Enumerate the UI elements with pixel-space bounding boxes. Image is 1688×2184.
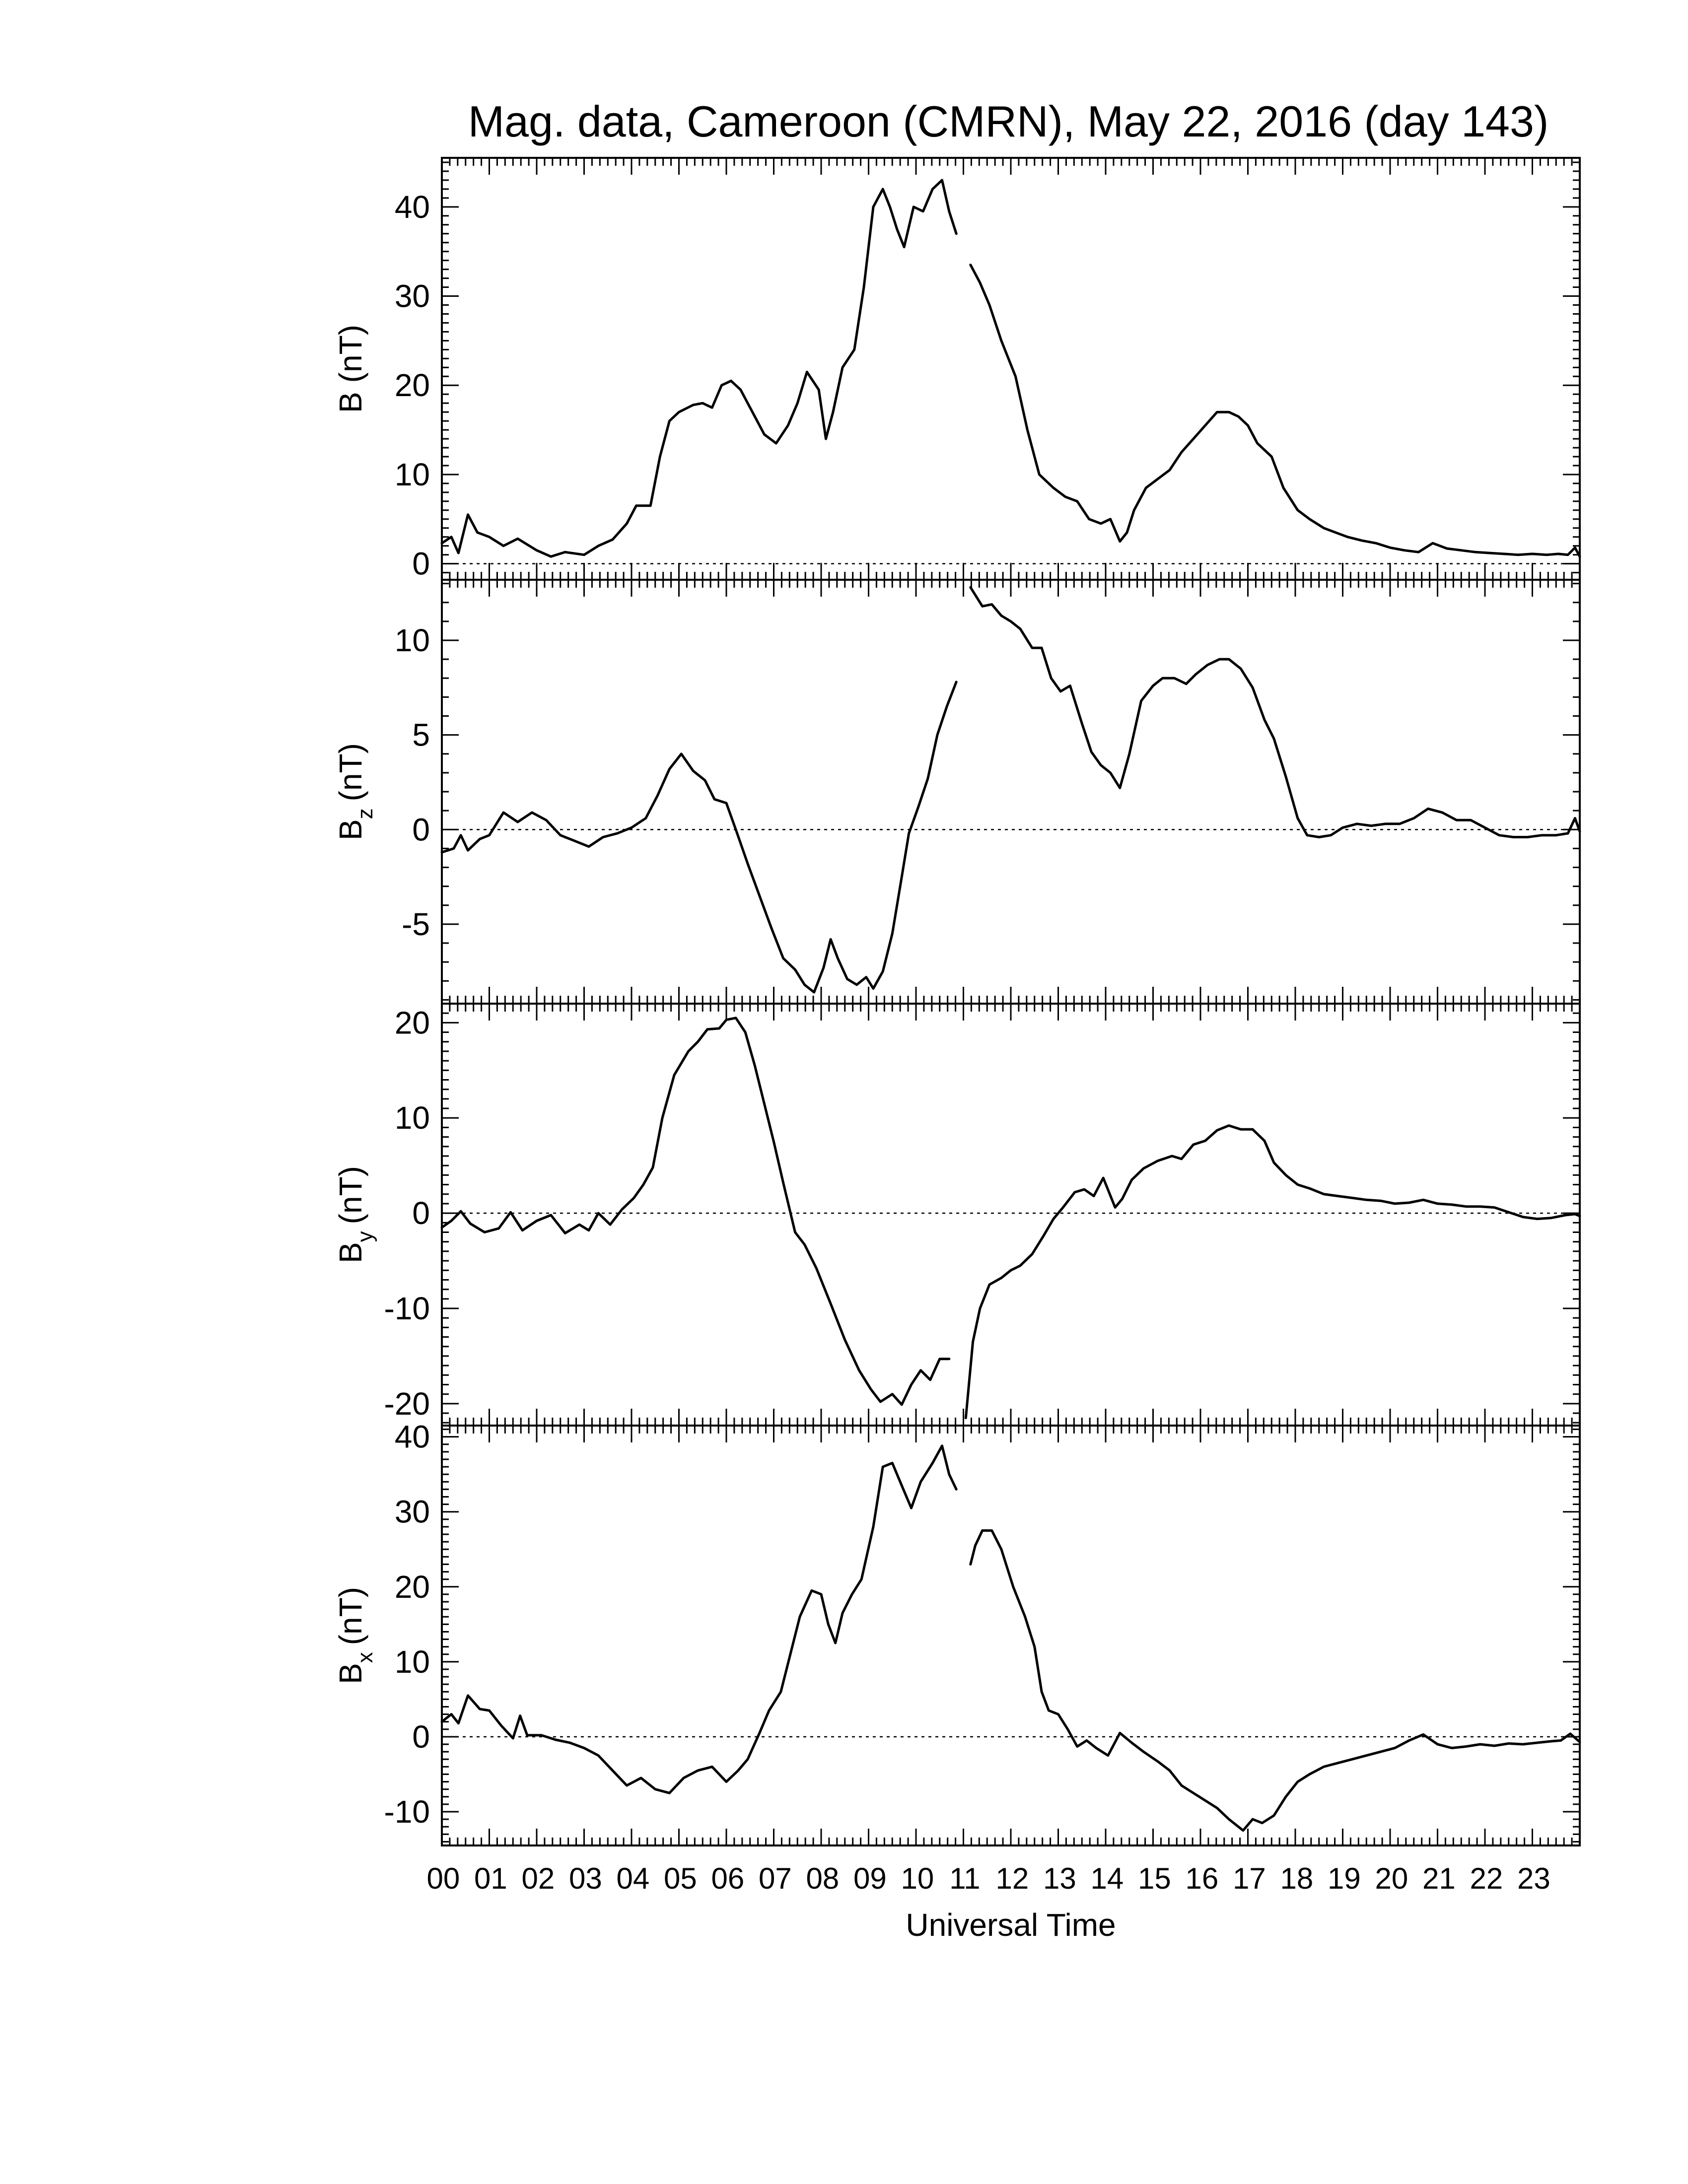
x-tick-label: 08 (806, 1862, 839, 1895)
panel-frame (441, 579, 1581, 1005)
panel-frame (441, 157, 1581, 581)
x-tick-label: 17 (1233, 1862, 1266, 1895)
x-axis-label: Universal Time (906, 1907, 1116, 1943)
series-line (440, 1017, 951, 1406)
y-axis-label-subscript: y (353, 1231, 377, 1242)
panel-by: -20 -10 0 10 20 By (nT) (333, 1003, 1581, 1427)
y-axis-label-main: B (333, 1242, 368, 1263)
y-axis-label-unit: (nT) (333, 1587, 368, 1645)
x-tick-label: 05 (664, 1862, 697, 1895)
y-tick-label: 20 (395, 1569, 430, 1605)
y-axis-label-subscript: z (353, 808, 377, 819)
y-axis-label-main: B (333, 819, 368, 840)
y-tick-label: 10 (395, 457, 430, 492)
x-tick-label: 07 (759, 1862, 792, 1895)
panel-frame (441, 1003, 1581, 1427)
y-tick-label: -20 (384, 1386, 430, 1422)
x-tick-label: 04 (616, 1862, 649, 1895)
series-line (969, 264, 1581, 558)
y-axis-label-unit: (nT) (333, 1166, 368, 1224)
series-line (440, 1444, 958, 1794)
y-tick-label: 30 (395, 278, 430, 314)
x-tick-label: 13 (1043, 1862, 1076, 1895)
y-tick-label: 10 (395, 622, 430, 658)
x-tick-label: 21 (1422, 1862, 1456, 1895)
y-tick-label: 5 (412, 717, 430, 753)
y-tick-label: -10 (384, 1794, 430, 1830)
series-line (969, 586, 1581, 838)
x-tick-label: 10 (901, 1862, 934, 1895)
panel-bz: -5 0 5 10 Bz (nT) (333, 579, 1581, 1005)
panel-bx: -10 0 10 20 30 40 Bx (nT) (333, 1419, 1581, 1846)
y-axis-label: B (nT) (333, 325, 368, 413)
y-tick-label: -5 (402, 906, 430, 942)
y-tick-label: 0 (412, 1195, 430, 1231)
series-line (964, 1124, 1581, 1420)
y-tick-label: 20 (395, 1005, 430, 1040)
y-tick-label: 0 (412, 546, 430, 582)
x-tick-label: 16 (1185, 1862, 1218, 1895)
x-tick-label: 01 (474, 1862, 507, 1895)
x-tick-label: 18 (1280, 1862, 1313, 1895)
y-tick-label: 10 (395, 1100, 430, 1136)
y-tick-label: -10 (384, 1291, 430, 1326)
x-tick-label: 20 (1375, 1862, 1408, 1895)
x-tick-label: 22 (1470, 1862, 1503, 1895)
y-axis-label-main: B (333, 1663, 368, 1684)
y-tick-label: 20 (395, 367, 430, 403)
series-line (440, 179, 958, 558)
x-tick-label: 06 (711, 1862, 744, 1895)
x-axis: 00 01 02 03 04 05 06 07 08 09 10 11 12 13 14 15 16 17 18 19… (426, 1862, 1550, 1895)
x-tick-label: 02 (521, 1862, 555, 1895)
series-line (440, 681, 958, 994)
x-tick-label: 19 (1328, 1862, 1361, 1895)
x-tick-label: 15 (1138, 1862, 1171, 1895)
y-tick-label: 40 (395, 1419, 430, 1455)
y-axis-label: Bx (nT) (333, 1587, 377, 1684)
x-tick-label: 03 (569, 1862, 602, 1895)
panel-b: 0 10 20 30 40 B (nT) (333, 157, 1581, 582)
y-tick-label: 40 (395, 189, 430, 225)
panel-frame (441, 1425, 1581, 1846)
y-tick-label: 0 (412, 812, 430, 847)
y-axis-label-unit: (nT) (333, 325, 368, 383)
y-axis-label: Bz (nT) (333, 743, 377, 840)
chart-title: Mag. data, Cameroon (CMRN), May 22, 2016… (468, 97, 1549, 146)
y-axis-label-unit: (nT) (333, 743, 368, 801)
x-tick-label: 14 (1090, 1862, 1124, 1895)
x-tick-label: 12 (995, 1862, 1029, 1895)
y-axis-label: By (nT) (333, 1166, 377, 1263)
series-line (969, 1529, 1581, 1832)
x-tick-label: 00 (426, 1862, 460, 1895)
x-tick-label: 09 (853, 1862, 887, 1895)
y-tick-label: 0 (412, 1719, 430, 1755)
x-tick-label: 23 (1517, 1862, 1550, 1895)
y-axis-label-subscript: x (353, 1652, 377, 1663)
y-tick-label: 30 (395, 1494, 430, 1530)
panels-group: 0 10 20 30 40 B (nT) -5 0 5 10 Bz (nT) -20 -10 0 10 20 By (… (333, 157, 1581, 1846)
y-tick-label: 10 (395, 1644, 430, 1680)
x-tick-label: 11 (949, 1862, 980, 1895)
y-axis-label-main: B (333, 392, 368, 413)
